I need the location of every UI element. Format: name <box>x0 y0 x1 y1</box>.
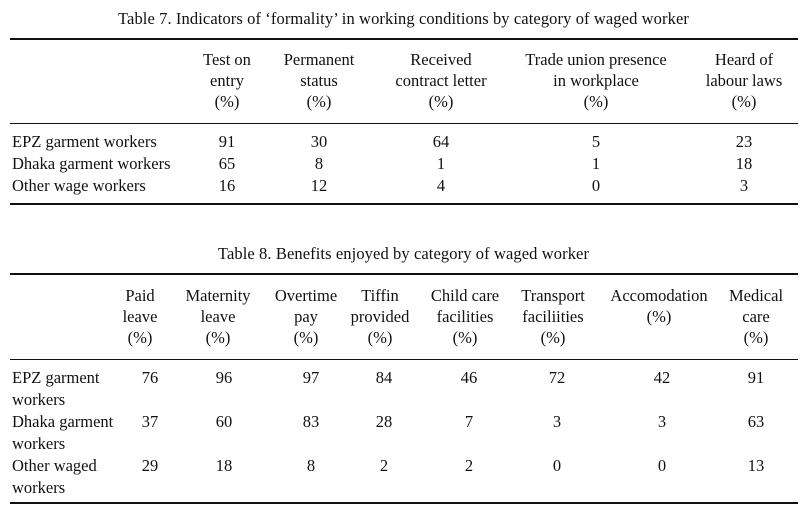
table7-header-labour-laws: Heard of labour laws (%) <box>705 50 783 111</box>
table7-cell: 30 <box>310 132 328 151</box>
table8-cell: 37 <box>141 412 159 431</box>
table7-row-label-other: Other wage workers <box>12 176 146 195</box>
table7-cell: 0 <box>591 176 601 195</box>
table7-cell: 91 <box>218 132 236 151</box>
table7-top-rule <box>10 38 798 40</box>
table7-cell: 23 <box>735 132 753 151</box>
table8-cell: 60 <box>215 412 233 431</box>
table8-header-rule <box>10 359 798 360</box>
table8-cell: 84 <box>375 368 393 387</box>
table7-cell: 4 <box>436 176 446 195</box>
table8-header-medical-care: Medical care (%) <box>728 286 784 347</box>
table8-cell: 72 <box>548 368 566 387</box>
table7-header-rule <box>10 123 798 124</box>
table7-cell: 3 <box>739 176 749 195</box>
table7-bottom-rule <box>10 203 798 205</box>
table8-cell: 18 <box>215 456 233 475</box>
table8-cell: 46 <box>460 368 478 387</box>
table8-header-child-care: Child care facilities (%) <box>430 286 500 347</box>
table7-cell: 64 <box>432 132 450 151</box>
table8-cell: 76 <box>141 368 159 387</box>
table8-caption: Table 8. Benefits enjoyed by category of… <box>217 244 590 263</box>
table8-bottom-rule <box>10 502 798 504</box>
table7-cell: 1 <box>436 154 446 173</box>
table7-cell: 5 <box>591 132 601 151</box>
table8-header-overtime-pay: Overtime pay (%) <box>274 286 338 347</box>
table8-header-maternity-leave: Maternity leave (%) <box>185 286 251 347</box>
table7-header-permanent-status: Permanent status (%) <box>283 50 355 111</box>
table8-row-label-epz: EPZ garment workers <box>12 368 100 409</box>
table8-cell: 96 <box>215 368 233 387</box>
table8-cell: 3 <box>552 412 562 431</box>
table8-cell: 91 <box>747 368 765 387</box>
table8-cell: 13 <box>747 456 765 475</box>
table8-cell: 0 <box>657 456 667 475</box>
table8-cell: 8 <box>306 456 316 475</box>
table7-cell: 65 <box>218 154 236 173</box>
table7-header-test-on-entry: Test on entry (%) <box>203 50 251 111</box>
table8-cell: 83 <box>302 412 320 431</box>
table8-cell: 2 <box>379 456 389 475</box>
table8-cell: 28 <box>375 412 393 431</box>
table8-cell: 29 <box>141 456 159 475</box>
table8-cell: 7 <box>464 412 474 431</box>
table7-row-label-dhaka: Dhaka garment workers <box>12 154 171 173</box>
table8-cell: 42 <box>653 368 671 387</box>
table8-header-accomodation: Accomodation (%) <box>610 286 708 326</box>
table7-cell: 1 <box>591 154 601 173</box>
table8-header-transport: Transport faciliities (%) <box>521 286 585 347</box>
table8-cell: 2 <box>464 456 474 475</box>
table8-cell: 97 <box>302 368 320 387</box>
table7-cell: 12 <box>310 176 328 195</box>
table7-caption: Table 7. Indicators of ‘formality’ in wo… <box>118 9 689 28</box>
table8-cell: 63 <box>747 412 765 431</box>
table8-header-tiffin-provided: Tiffin provided (%) <box>350 286 410 347</box>
table8-top-rule <box>10 273 798 275</box>
table8-row-label-other: Other waged workers <box>12 456 97 497</box>
table7-cell: 16 <box>218 176 236 195</box>
table8-cell: 0 <box>552 456 562 475</box>
table7-row-label-epz: EPZ garment workers <box>12 132 157 151</box>
table8-header-paid-leave: Paid leave (%) <box>122 286 158 347</box>
table7-cell: 8 <box>314 154 324 173</box>
table7-header-contract-letter: Received contract letter (%) <box>395 50 487 111</box>
table7-cell: 18 <box>735 154 753 173</box>
table8-row-label-dhaka: Dhaka garment workers <box>12 412 114 453</box>
table8-cell: 3 <box>657 412 667 431</box>
table7-header-trade-union: Trade union presence in workplace (%) <box>525 50 667 111</box>
